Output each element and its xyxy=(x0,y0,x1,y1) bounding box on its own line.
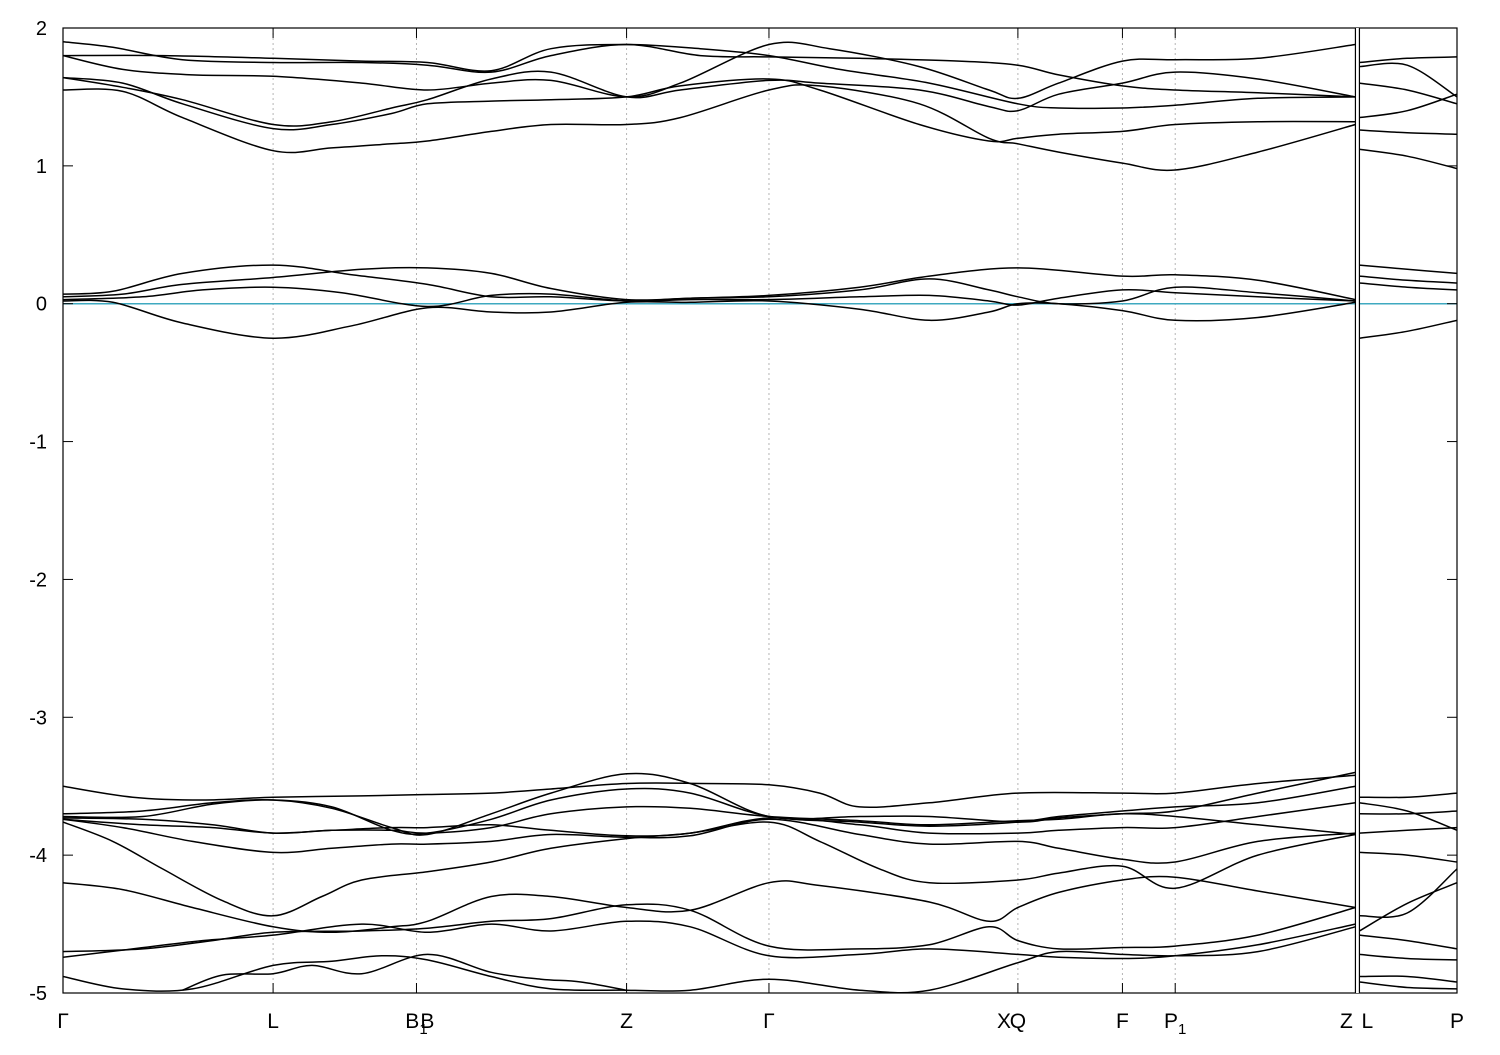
y-tick-label: -3 xyxy=(29,707,47,729)
band-line xyxy=(63,84,1356,172)
y-tick-label: -4 xyxy=(29,845,47,867)
band-line xyxy=(1359,826,1457,834)
band-line xyxy=(1359,129,1457,135)
band-line xyxy=(1359,802,1457,831)
x-tick-label: P xyxy=(1450,1010,1464,1033)
band-line xyxy=(1359,953,1457,961)
segment-gap xyxy=(1355,28,1360,993)
x-tick-label: Z xyxy=(1340,1010,1353,1033)
x-tick-label: Γ xyxy=(763,1010,775,1033)
band-line xyxy=(63,774,1356,809)
x-tick-label: L xyxy=(1362,1010,1374,1033)
band-line xyxy=(63,43,1356,110)
band-line xyxy=(63,875,1356,934)
x-tick-label: F xyxy=(1116,1010,1129,1033)
band-line xyxy=(1359,868,1457,918)
y-tick-label: 2 xyxy=(36,18,47,40)
band-line xyxy=(1359,319,1457,339)
y-axis-ticks: 2 1 0 -1 -2 -3 -4 -5 xyxy=(29,18,1457,1005)
band-line xyxy=(63,821,1356,917)
band-line xyxy=(1359,882,1457,932)
y-tick-label: 1 xyxy=(36,156,47,178)
band-line xyxy=(1359,62,1457,98)
x-tick-label: P1 xyxy=(1164,1010,1186,1038)
band-line xyxy=(63,903,1356,953)
band-line xyxy=(1359,282,1457,291)
x-tick-subscript: 1 xyxy=(1178,1021,1186,1038)
x-tick-label: X xyxy=(997,1010,1011,1033)
band-line xyxy=(1359,792,1457,799)
band-line xyxy=(1359,82,1457,105)
band-line xyxy=(63,70,1356,127)
band-line xyxy=(63,264,1356,302)
band-line xyxy=(63,771,1356,836)
band-line xyxy=(1359,148,1457,170)
band-line xyxy=(63,818,1356,864)
band-line xyxy=(1359,851,1457,863)
band-line xyxy=(1359,934,1457,950)
band-line xyxy=(1359,275,1457,284)
band-line xyxy=(1359,93,1457,119)
x-tick-subscript: 1 xyxy=(419,1021,427,1038)
y-tick-label: -2 xyxy=(29,569,47,591)
band-line xyxy=(63,41,1356,98)
x-tick-label: B xyxy=(420,1010,434,1033)
band-line xyxy=(1359,981,1457,990)
x-axis-ticks: Γ L B1B Z Γ XQ F P1 Z L P xyxy=(57,28,1464,1038)
x-tick-label: Q xyxy=(1010,1010,1026,1033)
band-lines xyxy=(63,41,1457,993)
band-line xyxy=(63,41,1356,100)
y-tick-label: -5 xyxy=(29,983,47,1005)
plot-border xyxy=(62,27,1458,994)
band-line xyxy=(63,920,1356,960)
band-line xyxy=(63,286,1356,308)
y-tick-label: -1 xyxy=(29,432,47,454)
band-line xyxy=(1359,810,1457,815)
band-line xyxy=(63,299,1356,339)
band-line xyxy=(63,785,1356,835)
x-tick-label: Γ xyxy=(57,1010,69,1033)
band-line xyxy=(63,76,1356,143)
y-tick-label: 0 xyxy=(36,294,47,316)
band-line xyxy=(63,266,1356,305)
x-tick-label: Z xyxy=(620,1010,633,1033)
band-line xyxy=(1359,264,1457,275)
band-line xyxy=(63,926,1356,993)
band-line xyxy=(1359,975,1457,983)
plot-frame xyxy=(62,27,1458,994)
x-tick-label: L xyxy=(267,1010,279,1033)
band-line xyxy=(182,953,627,991)
grid-lines xyxy=(272,28,1176,993)
band-line xyxy=(1359,56,1457,64)
